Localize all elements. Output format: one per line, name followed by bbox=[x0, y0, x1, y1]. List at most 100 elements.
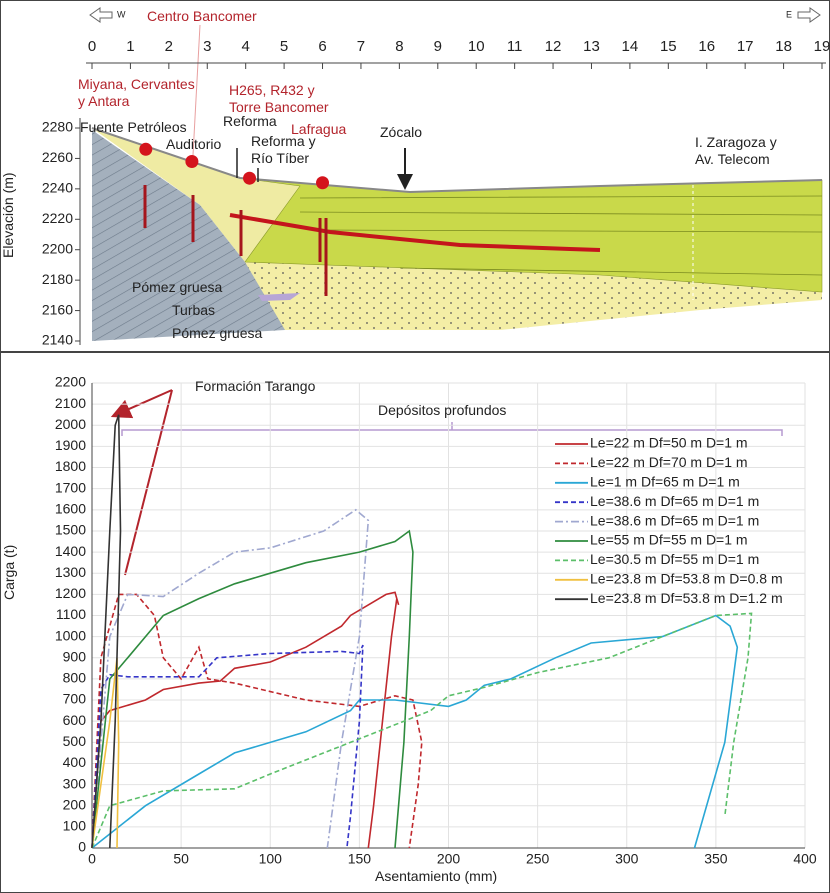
y-tick-label: 100 bbox=[63, 818, 87, 834]
compass-e: E bbox=[786, 9, 792, 19]
west-arrow bbox=[89, 7, 113, 23]
x-tick-label: 17 bbox=[737, 38, 754, 55]
line-chart: 0100200300400500600700800900100011001200… bbox=[55, 374, 817, 867]
legend-label: Le=38.6 m Df=65 m D=1 m bbox=[590, 493, 759, 509]
y-tick-label: 2220 bbox=[42, 210, 73, 226]
x-tick-label: 11 bbox=[507, 38, 523, 55]
site-marker bbox=[185, 154, 199, 168]
x-tick-label: 150 bbox=[348, 851, 372, 867]
x-tick-label: 14 bbox=[622, 38, 639, 55]
series-line bbox=[91, 414, 122, 849]
annotation: Reforma y Río Tíber bbox=[251, 133, 316, 166]
legend-label: Le=55 m Df=55 m D=1 m bbox=[590, 532, 748, 548]
annotation: Turbas bbox=[172, 302, 216, 318]
x-tick-label: 4 bbox=[242, 38, 250, 55]
series-line bbox=[91, 591, 400, 849]
layer-lines bbox=[299, 195, 823, 276]
annotation: Auditorio bbox=[166, 136, 222, 152]
y-tick-label: 1600 bbox=[55, 501, 86, 517]
y-tick-label: 400 bbox=[63, 754, 87, 770]
y-tick-label: 1200 bbox=[55, 585, 86, 601]
x-tick-label: 350 bbox=[704, 851, 728, 867]
y-tick-label: 500 bbox=[63, 733, 87, 749]
site-marker bbox=[316, 176, 330, 190]
series-line bbox=[91, 508, 370, 849]
annotation: Zócalo bbox=[380, 124, 423, 140]
legend-label: Le=38.6 m Df=65 m D=1 m bbox=[590, 512, 759, 528]
geology bbox=[91, 24, 823, 341]
x-axis-title: Asentamiento (mm) bbox=[375, 868, 498, 884]
x-tick-label: 18 bbox=[775, 38, 792, 55]
x-tick-label: 8 bbox=[395, 38, 403, 55]
bedrock bbox=[92, 130, 285, 341]
series-line bbox=[91, 612, 753, 849]
y-tick-label: 700 bbox=[63, 691, 87, 707]
y-tick-label: 1000 bbox=[55, 627, 86, 643]
red-lens bbox=[229, 213, 601, 252]
x-tick-label: 50 bbox=[173, 851, 189, 867]
upper-wedge bbox=[92, 128, 300, 262]
legend-label: Le=22 m Df=50 m D=1 m bbox=[590, 435, 748, 451]
x-tick-label: 10 bbox=[468, 38, 485, 55]
site-label: Miyana, Cervantes y Antara bbox=[78, 76, 195, 109]
y-tick-label: 2200 bbox=[42, 240, 73, 256]
y-tick-label: 2100 bbox=[55, 395, 86, 411]
compass: W E bbox=[89, 7, 821, 23]
series-line bbox=[91, 644, 364, 849]
series-line bbox=[91, 529, 414, 849]
y-axis-title: Elevación (m) bbox=[0, 172, 16, 258]
y-tick-label: 1400 bbox=[55, 543, 86, 559]
pumice-layer bbox=[240, 255, 822, 330]
y-tick-label: 1800 bbox=[55, 458, 86, 474]
tarango-arrow-b bbox=[110, 389, 173, 419]
x-tick-label: 400 bbox=[793, 851, 817, 867]
annotation: Pómez gruesa bbox=[132, 279, 223, 295]
x-tick-label: 13 bbox=[583, 38, 600, 55]
y-tick-label: 2240 bbox=[42, 180, 73, 196]
x-tick-label: 200 bbox=[437, 851, 461, 867]
x-tick-label: 2 bbox=[165, 38, 173, 55]
annotation: Depósitos profundos bbox=[378, 402, 507, 418]
x-tick-label: 7 bbox=[357, 38, 365, 55]
x-tick-label: 15 bbox=[660, 38, 677, 55]
x-tick-label: 5 bbox=[280, 38, 288, 55]
x-tick-label: 300 bbox=[615, 851, 639, 867]
bottom-annotations bbox=[110, 389, 783, 576]
annotation: Formación Tarango bbox=[195, 378, 316, 394]
tarango-arrow-a bbox=[124, 389, 173, 576]
x-tick-label: 12 bbox=[545, 38, 562, 55]
x-tick-label: 0 bbox=[88, 851, 96, 867]
y-tick-label: 300 bbox=[63, 775, 87, 791]
annotation: Fuente Petróleos bbox=[80, 119, 187, 135]
series-line bbox=[91, 614, 739, 849]
legend-label: Le=23.8 m Df=53.8 m D=1.2 m bbox=[590, 590, 783, 606]
site-label: Lafragua bbox=[291, 121, 347, 137]
legend-label: Le=22 m Df=70 m D=1 m bbox=[590, 454, 748, 470]
x-tick-label: 16 bbox=[698, 38, 715, 55]
legend-label: Le=23.8 m Df=53.8 m D=0.8 m bbox=[590, 571, 783, 587]
y-tick-label: 1300 bbox=[55, 564, 86, 580]
x-tick-label: 100 bbox=[259, 851, 283, 867]
x-tick-label: 1 bbox=[126, 38, 134, 55]
y-tick-label: 200 bbox=[63, 796, 87, 812]
site-marker bbox=[139, 142, 153, 156]
site-label: Centro Bancomer bbox=[147, 8, 257, 24]
x-tick-label: 6 bbox=[318, 38, 326, 55]
legend-label: Le=1 m Df=65 m D=1 m bbox=[590, 474, 740, 490]
y-tick-label: 0 bbox=[78, 839, 86, 855]
annotation: Reforma bbox=[223, 113, 277, 129]
y-tick-label: 2140 bbox=[42, 332, 73, 348]
legend-label: Le=30.5 m Df=55 m D=1 m bbox=[590, 551, 759, 567]
y-tick-label: 2280 bbox=[42, 119, 73, 135]
x-tick-label: 19 bbox=[814, 38, 830, 55]
y-tick-label: 1100 bbox=[56, 606, 86, 622]
site-marker bbox=[243, 171, 257, 185]
y-tick-label: 600 bbox=[63, 712, 87, 728]
east-arrow bbox=[797, 7, 821, 23]
y-tick-label: 1700 bbox=[55, 479, 86, 495]
y-tick-label: 1900 bbox=[55, 437, 86, 453]
bancomer-leader bbox=[192, 24, 201, 156]
x-tick-label: 9 bbox=[434, 38, 442, 55]
x-tick-label: 3 bbox=[203, 38, 211, 55]
